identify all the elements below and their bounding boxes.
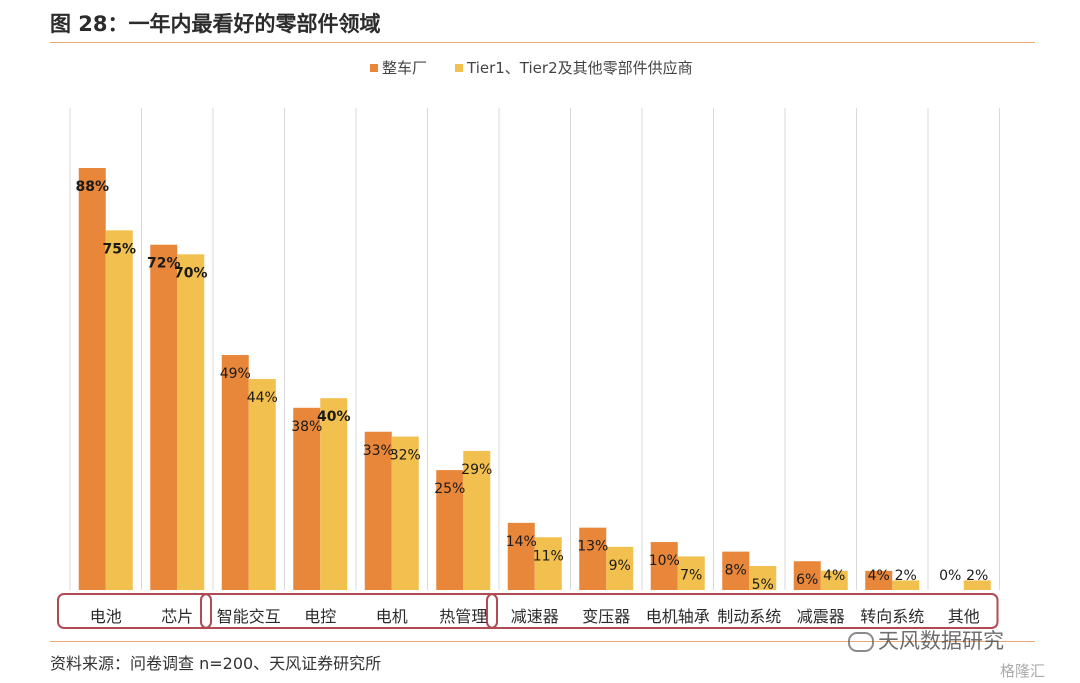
- x-tick-label: 智能交互: [217, 607, 281, 626]
- x-tick-label: 减震器: [797, 607, 845, 626]
- bar-supplier: [463, 450, 491, 590]
- bar-oem: [78, 168, 106, 590]
- data-label: 0%: [939, 568, 961, 584]
- bar-supplier: [963, 580, 991, 590]
- category-group-box: [57, 593, 212, 629]
- data-label: 7%: [680, 567, 702, 583]
- data-label: 11%: [533, 548, 564, 564]
- data-label: 13%: [577, 539, 608, 555]
- watermark-brand: 格隆汇: [1000, 662, 1046, 680]
- x-tick-label: 减速器: [511, 607, 559, 626]
- bar-oem: [793, 561, 821, 590]
- data-label: 70%: [174, 265, 208, 281]
- watermark-text: 天风数据研究: [878, 629, 1004, 653]
- bar-supplier: [320, 398, 348, 590]
- top-rule: [50, 42, 1035, 43]
- wechat-icon: [848, 632, 874, 652]
- category-groups-layer: [57, 593, 999, 629]
- bars-layer: [78, 168, 991, 590]
- x-tick-label: 变压器: [582, 607, 630, 626]
- data-label: 4%: [868, 568, 890, 584]
- bar-supplier: [892, 580, 920, 590]
- data-label: 2%: [966, 568, 988, 584]
- bar-oem: [150, 244, 178, 590]
- data-label: 4%: [823, 568, 845, 584]
- x-tick-label: 芯片: [161, 607, 193, 626]
- data-label: 5%: [752, 577, 774, 593]
- data-label: 49%: [220, 366, 251, 382]
- figure-title: 图 28：一年内最看好的零部件领域: [50, 12, 381, 36]
- x-tick-label: 制动系统: [717, 607, 781, 626]
- data-label: 9%: [609, 558, 631, 574]
- data-label: 72%: [147, 256, 181, 272]
- watermark: 天风数据研究: [848, 625, 1004, 655]
- data-label: 2%: [895, 568, 917, 584]
- x-tick-label: 其他: [948, 607, 980, 626]
- legend-label: Tier1、Tier2及其他零部件供应商: [466, 59, 693, 77]
- x-tick-label: 热管理: [439, 607, 487, 626]
- x-tick-label: 电机轴承: [646, 607, 710, 626]
- category-group-box: [200, 593, 498, 629]
- bar-supplier: [820, 570, 848, 590]
- x-tick-label: 电池: [90, 607, 122, 626]
- data-label: 8%: [725, 563, 747, 579]
- data-label: 38%: [291, 419, 322, 435]
- x-tick-label: 电控: [304, 607, 336, 626]
- bar-supplier: [677, 556, 705, 590]
- legend-swatch: [370, 64, 378, 72]
- bar-chart: 整车厂 Tier1、Tier2及其他零部件供应商 88% 72% 49% 38% 33% 2…: [57, 59, 1000, 629]
- data-label: 29%: [461, 462, 492, 478]
- data-label: 32%: [390, 448, 421, 464]
- legend: 整车厂 Tier1、Tier2及其他零部件供应商: [370, 59, 693, 77]
- data-label: 40%: [317, 409, 351, 425]
- bar-oem: [865, 570, 893, 590]
- data-label: 25%: [434, 481, 465, 497]
- bottom-rule: [50, 641, 1035, 642]
- data-label: 6%: [796, 572, 818, 588]
- bar-oem: [579, 527, 607, 590]
- bar-supplier: [248, 379, 276, 590]
- bar-oem: [650, 542, 678, 590]
- source-note: 资料来源：问卷调查 n=200、天风证券研究所: [50, 654, 382, 673]
- data-label: 14%: [506, 534, 537, 550]
- data-label: 10%: [649, 553, 680, 569]
- bar-supplier: [391, 436, 419, 590]
- bar-oem: [221, 355, 249, 590]
- data-labels-layer: 88% 72% 49% 38% 33% 25% 14% 13% 10% 8% 6% 4% 0% 75% 70…: [75, 179, 988, 593]
- legend-swatch: [455, 64, 463, 72]
- x-axis-labels-layer: 电池 芯片 智能交互 电控 电机 热管理 减速器 变压器 电机轴承 制动系统 减震器 转向系统 其他: [90, 607, 980, 626]
- bar-supplier: [749, 566, 777, 590]
- bar-supplier: [606, 546, 634, 590]
- data-label: 44%: [247, 390, 278, 406]
- x-tick-label: 转向系统: [860, 607, 924, 626]
- bar-oem: [364, 431, 392, 590]
- bar-oem: [436, 470, 464, 590]
- data-label: 88%: [75, 179, 109, 195]
- bar-supplier: [177, 254, 205, 590]
- bar-supplier: [105, 230, 133, 590]
- grid-layer: [69, 108, 1000, 590]
- bar-oem: [722, 551, 750, 590]
- data-label: 33%: [363, 443, 394, 459]
- bar-supplier: [534, 537, 562, 590]
- data-label: 75%: [102, 241, 136, 257]
- x-tick-label: 电机: [376, 607, 408, 626]
- bar-oem: [293, 407, 321, 590]
- legend-label: 整车厂: [382, 59, 427, 77]
- bar-oem: [507, 522, 535, 590]
- category-group-box: [486, 593, 999, 629]
